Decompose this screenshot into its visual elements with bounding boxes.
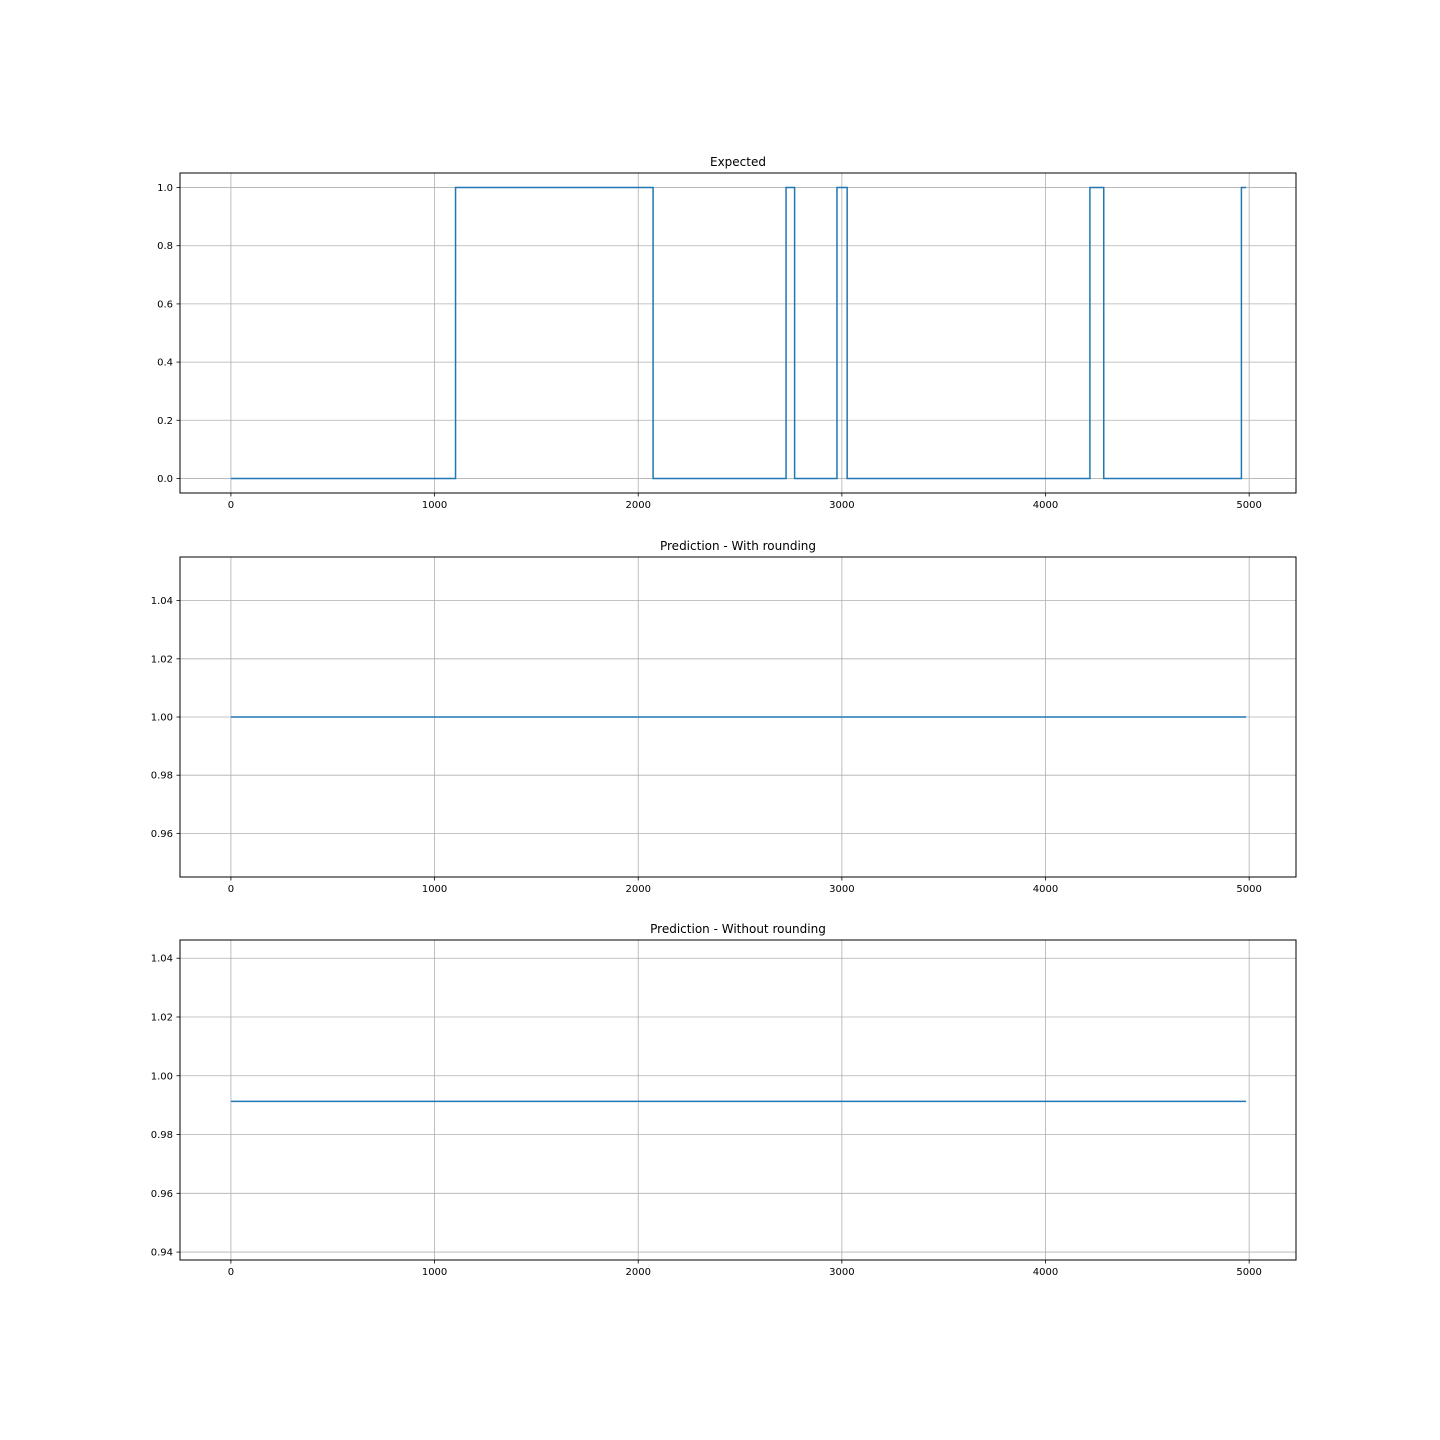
x-tick-label: 4000 <box>1033 884 1058 895</box>
y-tick-label: 0.98 <box>151 771 173 782</box>
x-tick-label: 0 <box>228 884 234 895</box>
axes-frame <box>179 556 1297 878</box>
y-tick-label: 0.4 <box>157 358 173 369</box>
subplot-prediction-with-rounding: Prediction - With rounding 0 1000 2000 3000… <box>151 539 1297 895</box>
x-tick-label: 3000 <box>829 1267 854 1278</box>
subplot-title: Prediction - With rounding <box>660 539 816 553</box>
x-tick-label: 5000 <box>1236 500 1261 511</box>
x-tick-label: 1000 <box>422 500 447 511</box>
series-line <box>230 186 1247 480</box>
axes-frame <box>179 172 1297 494</box>
axis-ticks <box>176 187 1250 497</box>
x-tick-label: 4000 <box>1033 1267 1058 1278</box>
y-tick-label: 1.02 <box>151 1012 173 1023</box>
axes-frame <box>179 939 1297 1261</box>
x-tick-label: 0 <box>228 500 234 511</box>
y-tick-label: 1.02 <box>151 654 173 665</box>
y-tick-label: 0.2 <box>157 416 173 427</box>
subplot-expected: Expected 0 1000 2000 3000 4000 50000.00.20.40… <box>157 155 1297 511</box>
tick-labels: 0 1000 2000 3000 4000 5000 0.96 0.98 1.00 1.02 1.0… <box>151 596 1262 895</box>
x-tick-label: 2000 <box>625 884 650 895</box>
y-tick-label: 0.8 <box>157 241 173 252</box>
y-tick-label: 0.94 <box>151 1248 173 1259</box>
y-tick-label: 0.96 <box>151 829 173 840</box>
grid-lines <box>180 173 1296 493</box>
x-tick-label: 4000 <box>1033 500 1058 511</box>
x-tick-label: 5000 <box>1236 1267 1261 1278</box>
y-tick-label: 0.6 <box>157 299 173 310</box>
axis-ticks <box>176 957 1250 1264</box>
x-tick-label: 3000 <box>829 500 854 511</box>
axis-ticks <box>176 600 1250 881</box>
y-tick-label: 1.04 <box>151 954 173 965</box>
grid-lines <box>180 940 1296 1260</box>
y-tick-label: 0.98 <box>151 1130 173 1141</box>
subplot-title: Expected <box>710 155 766 169</box>
tick-labels: 0 1000 2000 3000 4000 5000 0.0 0.2 0.4 0.6 0.8 1.0 <box>157 183 1262 511</box>
y-tick-label: 1.00 <box>151 713 173 724</box>
y-tick-label: 1.0 <box>157 183 173 194</box>
tick-labels: 0 1000 2000 3000 4000 5000 0.94 0.96 0.98 1.00 1.0… <box>151 954 1262 1278</box>
subplot-prediction-without-rounding: Prediction - Without rounding 0 1000 2000 3… <box>151 922 1297 1278</box>
y-tick-label: 0.96 <box>151 1189 173 1200</box>
x-tick-label: 2000 <box>625 1267 650 1278</box>
x-tick-label: 2000 <box>625 500 650 511</box>
y-tick-label: 1.04 <box>151 596 173 607</box>
x-tick-label: 5000 <box>1236 884 1261 895</box>
subplot-title: Prediction - Without rounding <box>650 922 826 936</box>
x-tick-label: 1000 <box>422 1267 447 1278</box>
x-tick-label: 3000 <box>829 884 854 895</box>
y-tick-label: 1.00 <box>151 1071 173 1082</box>
y-tick-label: 0.0 <box>157 474 173 485</box>
x-tick-label: 1000 <box>422 884 447 895</box>
x-tick-label: 0 <box>228 1267 234 1278</box>
